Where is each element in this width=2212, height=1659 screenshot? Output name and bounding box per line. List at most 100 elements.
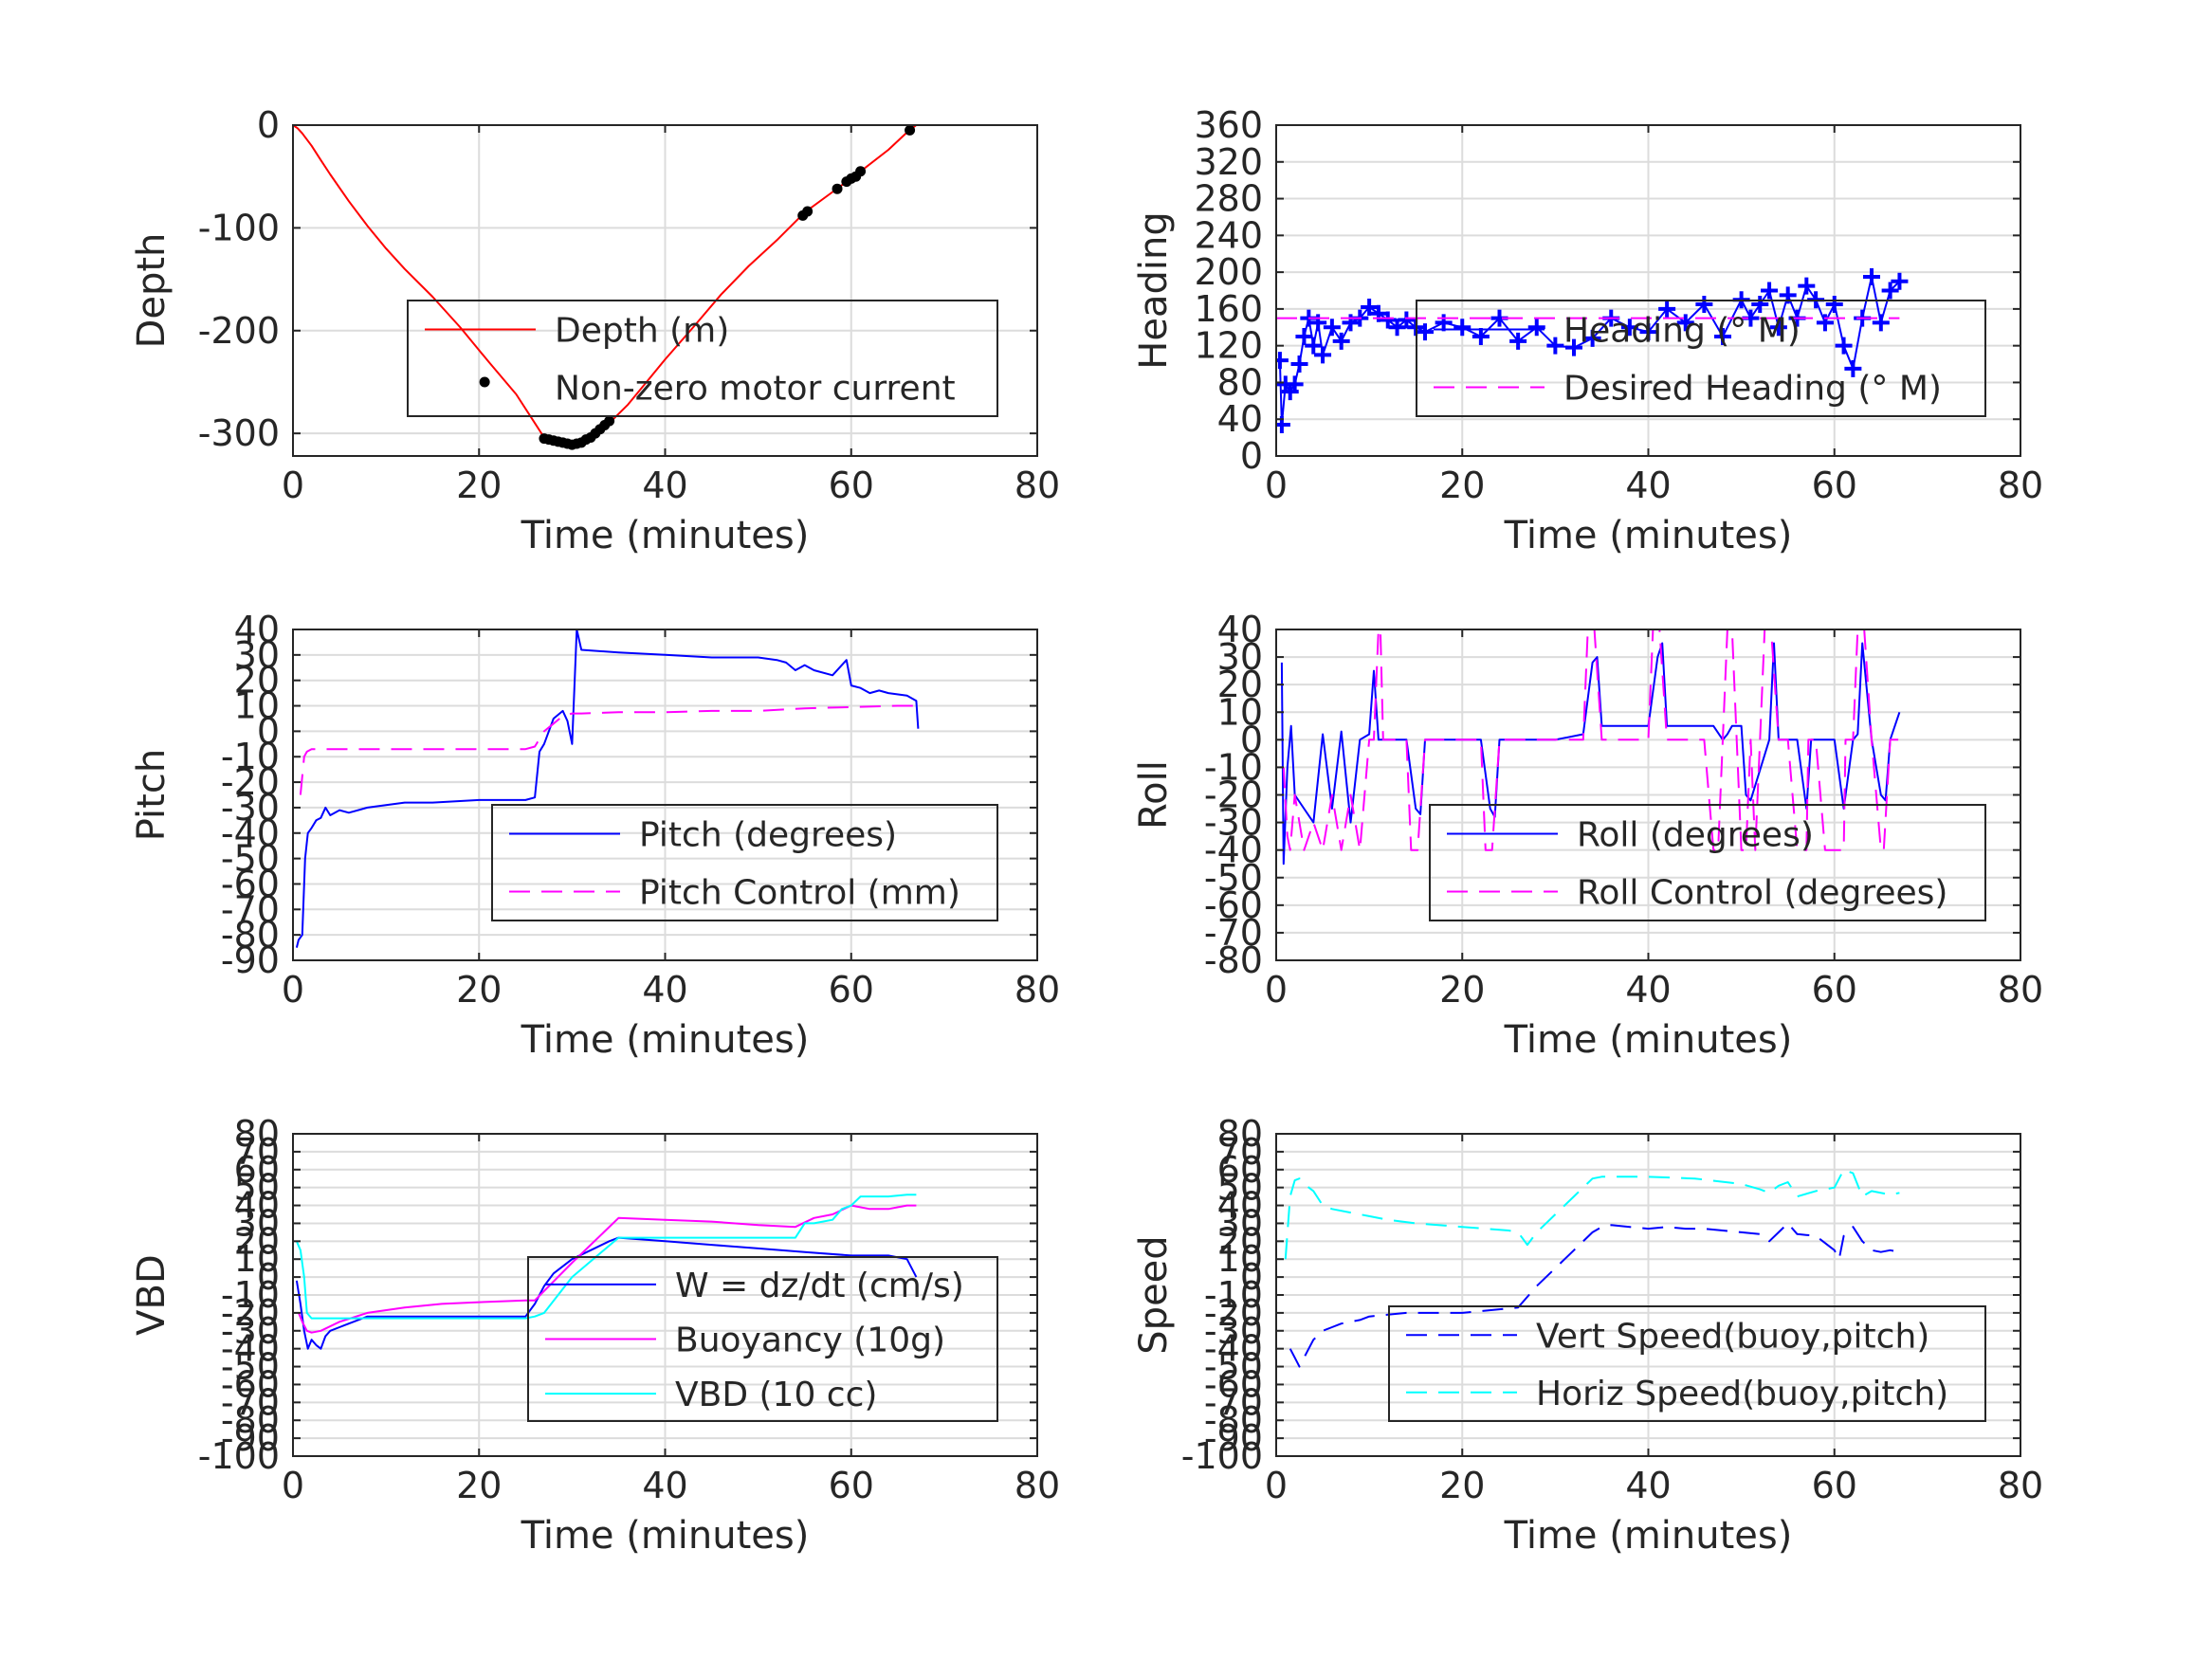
legend: Pitch (degrees) Pitch Control (mm) bbox=[491, 804, 998, 921]
y-tick-label: -100 bbox=[198, 207, 280, 248]
x-tick-label: 80 bbox=[1015, 969, 1060, 1011]
x-tick-label: 60 bbox=[829, 1465, 874, 1506]
y-tick-label: -40 bbox=[1204, 1328, 1263, 1370]
y-tick-label: -60 bbox=[1204, 1363, 1263, 1405]
y-tick-label: 80 bbox=[234, 1113, 280, 1155]
series-line bbox=[1280, 642, 1901, 866]
data-point bbox=[479, 376, 490, 388]
legend-box bbox=[1429, 804, 1986, 921]
plus-marker bbox=[1620, 319, 1638, 337]
y-tick-label: 0 bbox=[257, 104, 280, 146]
data-point bbox=[802, 206, 814, 217]
y-tick-label: 20 bbox=[1217, 664, 1263, 705]
x-tick-label: 0 bbox=[1265, 1465, 1288, 1506]
y-tick-label: -60 bbox=[221, 1363, 280, 1405]
y-tick-label: 20 bbox=[1217, 1220, 1263, 1262]
plus-marker bbox=[1881, 282, 1899, 300]
y-tick-label: -70 bbox=[221, 1381, 280, 1423]
legend: Vert Speed(buoy,pitch) Horiz Speed(buoy,p… bbox=[1388, 1305, 1986, 1422]
y-axis-label: VBD bbox=[130, 1254, 174, 1336]
x-tick-label: 0 bbox=[282, 1465, 304, 1506]
x-ticks: 0 20 40 60 80 bbox=[282, 629, 1060, 1011]
vbd-panel: 0 20 40 60 8080706050403020100-10-20-30-40-5… bbox=[130, 1113, 1060, 1558]
plus-marker bbox=[1276, 352, 1289, 370]
x-tick-label: 20 bbox=[456, 1465, 502, 1506]
y-tick-label: 10 bbox=[1217, 691, 1263, 733]
y-tick-label: 30 bbox=[234, 634, 280, 676]
x-ticks: 0 20 40 60 80 bbox=[1265, 629, 2043, 1011]
plus-marker bbox=[1695, 296, 1713, 314]
y-tick-label: 10 bbox=[234, 685, 280, 727]
legend-label: Depth (m) bbox=[555, 312, 729, 351]
plus-marker bbox=[1658, 300, 1676, 318]
plus-marker bbox=[1509, 332, 1527, 350]
x-tick-label: 60 bbox=[1812, 969, 1857, 1011]
y-tick-label: 120 bbox=[1194, 325, 1263, 367]
series-markers bbox=[479, 125, 916, 450]
plus-marker bbox=[1309, 314, 1327, 332]
x-ticks: 0 20 40 60 80 bbox=[282, 125, 1060, 506]
x-tick-label: 0 bbox=[1265, 969, 1288, 1011]
y-tick-label: -300 bbox=[198, 412, 280, 454]
plus-marker bbox=[1323, 319, 1341, 337]
y-tick-label: -90 bbox=[1204, 1417, 1263, 1459]
y-tick-label: 160 bbox=[1194, 288, 1263, 330]
y-tick-label: 70 bbox=[1217, 1131, 1263, 1173]
y-ticks: 0 -100 -200 -300 bbox=[198, 104, 1037, 454]
x-tick-label: 40 bbox=[642, 1465, 687, 1506]
x-tick-label: 20 bbox=[1439, 969, 1485, 1011]
y-tick-label: 60 bbox=[234, 1149, 280, 1191]
y-tick-label: -70 bbox=[221, 888, 280, 930]
plus-marker bbox=[1676, 314, 1694, 332]
y-tick-label: 50 bbox=[1217, 1167, 1263, 1209]
series-line bbox=[295, 1194, 917, 1320]
y-tick-label: -50 bbox=[1204, 857, 1263, 899]
x-tick-label: 60 bbox=[1812, 465, 1857, 506]
plus-marker bbox=[1453, 319, 1472, 337]
plus-marker bbox=[1863, 267, 1880, 285]
plus-marker bbox=[1290, 356, 1308, 374]
y-tick-label: -80 bbox=[1204, 939, 1263, 981]
data-point bbox=[604, 415, 615, 427]
legend-label: Heading (° M) bbox=[1563, 312, 1801, 351]
y-axis-label: Heading bbox=[1132, 211, 1176, 369]
data-point bbox=[832, 183, 843, 194]
y-tick-label: 20 bbox=[234, 1220, 280, 1262]
plus-marker bbox=[1295, 327, 1313, 345]
legend-box bbox=[407, 300, 998, 417]
y-tick-label: -70 bbox=[1204, 1381, 1263, 1423]
legend-label: W = dz/dt (cm/s) bbox=[675, 1267, 964, 1305]
y-tick-label: 0 bbox=[1240, 435, 1263, 477]
y-tick-label: -20 bbox=[221, 1292, 280, 1334]
series-line bbox=[1289, 1222, 1900, 1368]
plus-marker bbox=[1825, 296, 1843, 314]
y-axis-label: Depth bbox=[130, 233, 174, 349]
y-tick-label: -90 bbox=[221, 939, 280, 981]
legend-label: Roll Control (degrees) bbox=[1577, 874, 1947, 913]
x-tick-label: 0 bbox=[1265, 465, 1288, 506]
y-tick-label: 40 bbox=[1217, 398, 1263, 440]
y-tick-label: 280 bbox=[1194, 178, 1263, 220]
plus-marker bbox=[1527, 319, 1545, 337]
plus-marker bbox=[1314, 346, 1332, 364]
y-tick-label: 40 bbox=[234, 609, 280, 650]
y-tick-label: -30 bbox=[1204, 802, 1263, 844]
plus-marker bbox=[1398, 311, 1416, 329]
y-tick-label: 80 bbox=[1217, 361, 1263, 403]
y-tick-label: 80 bbox=[1217, 1113, 1263, 1155]
y-tick-label: -60 bbox=[221, 863, 280, 904]
x-tick-label: 0 bbox=[282, 465, 304, 506]
y-tick-label: -40 bbox=[221, 812, 280, 854]
y-tick-label: 60 bbox=[1217, 1149, 1263, 1191]
plus-marker bbox=[1583, 329, 1601, 347]
x-tick-label: 60 bbox=[829, 969, 874, 1011]
plus-marker bbox=[1472, 327, 1490, 345]
legend-box bbox=[1416, 300, 1986, 417]
y-tick-label: 30 bbox=[234, 1202, 280, 1244]
legend-label: Pitch Control (mm) bbox=[639, 874, 960, 913]
y-tick-label: 70 bbox=[234, 1131, 280, 1173]
y-tick-label: 20 bbox=[234, 660, 280, 702]
x-axis-label: Time (minutes) bbox=[521, 1514, 810, 1558]
y-tick-label: -50 bbox=[221, 1346, 280, 1388]
